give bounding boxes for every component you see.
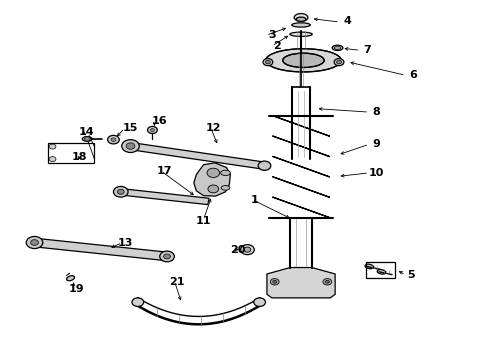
Text: 4: 4: [343, 16, 351, 26]
Ellipse shape: [334, 46, 341, 49]
Text: 8: 8: [373, 107, 380, 117]
Text: 15: 15: [123, 123, 138, 133]
Circle shape: [84, 137, 90, 141]
Ellipse shape: [266, 49, 341, 72]
Text: 12: 12: [206, 123, 221, 133]
Text: 1: 1: [251, 195, 259, 204]
Text: 9: 9: [372, 139, 381, 149]
Circle shape: [122, 140, 139, 153]
Text: 17: 17: [157, 166, 172, 176]
Circle shape: [160, 251, 174, 262]
Polygon shape: [120, 189, 209, 204]
Circle shape: [126, 143, 135, 149]
Text: 5: 5: [407, 270, 415, 280]
Circle shape: [241, 245, 254, 255]
Text: 21: 21: [169, 277, 185, 287]
Ellipse shape: [294, 14, 308, 21]
Circle shape: [117, 189, 124, 194]
Circle shape: [150, 129, 154, 131]
Text: 20: 20: [230, 245, 245, 255]
Text: 3: 3: [268, 30, 275, 40]
Ellipse shape: [220, 170, 230, 176]
Circle shape: [164, 254, 171, 259]
Ellipse shape: [290, 32, 312, 36]
Circle shape: [325, 280, 329, 283]
Text: 11: 11: [196, 216, 211, 226]
Polygon shape: [34, 238, 168, 261]
Ellipse shape: [296, 17, 306, 21]
Ellipse shape: [283, 53, 324, 67]
Circle shape: [111, 138, 116, 141]
Circle shape: [208, 185, 219, 193]
Text: 7: 7: [363, 45, 370, 55]
Text: 10: 10: [369, 168, 384, 178]
Ellipse shape: [67, 276, 74, 281]
Circle shape: [207, 168, 220, 177]
Text: 14: 14: [79, 127, 95, 137]
Circle shape: [26, 237, 43, 249]
Ellipse shape: [292, 23, 310, 27]
Text: 2: 2: [273, 41, 281, 51]
Circle shape: [114, 186, 128, 197]
Text: 19: 19: [69, 284, 85, 294]
Circle shape: [49, 157, 56, 162]
Text: 13: 13: [118, 238, 133, 248]
Ellipse shape: [332, 45, 343, 50]
Circle shape: [270, 279, 279, 285]
Ellipse shape: [377, 270, 386, 274]
Polygon shape: [267, 267, 335, 298]
Circle shape: [266, 60, 270, 64]
Ellipse shape: [221, 185, 230, 190]
Text: 18: 18: [72, 152, 87, 162]
Ellipse shape: [82, 136, 92, 141]
Circle shape: [273, 280, 277, 283]
Circle shape: [263, 59, 273, 66]
Circle shape: [244, 247, 251, 252]
Circle shape: [337, 60, 342, 64]
Polygon shape: [194, 163, 230, 196]
Text: 6: 6: [409, 69, 417, 80]
Circle shape: [30, 240, 38, 246]
Circle shape: [147, 126, 157, 134]
Circle shape: [334, 59, 344, 66]
Circle shape: [49, 144, 56, 149]
Circle shape: [108, 135, 119, 144]
Circle shape: [258, 161, 271, 170]
Text: 16: 16: [152, 116, 168, 126]
Circle shape: [132, 298, 144, 306]
Circle shape: [323, 279, 332, 285]
Polygon shape: [129, 143, 266, 169]
Ellipse shape: [365, 264, 373, 269]
Circle shape: [254, 298, 266, 306]
